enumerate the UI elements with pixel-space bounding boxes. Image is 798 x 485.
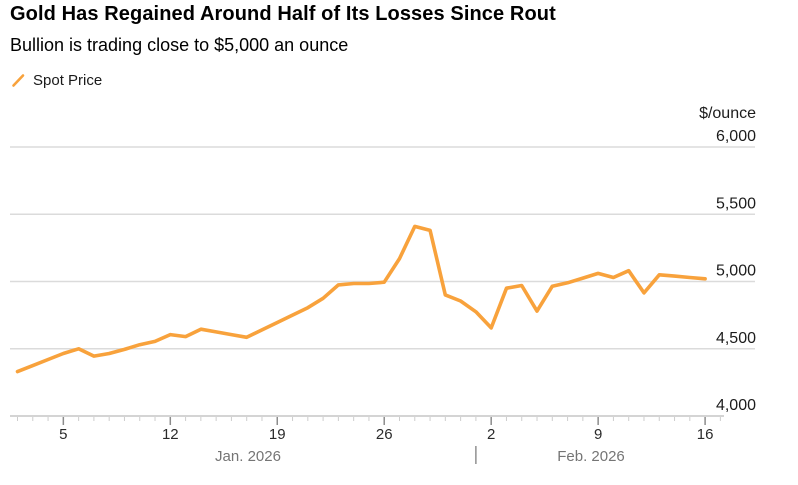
y-axis-tick-label: 4,000 bbox=[716, 397, 756, 414]
spot-price-line bbox=[15, 224, 707, 374]
y-axis-tick-label: 6,000 bbox=[716, 128, 756, 145]
month-label: Jan. 2026 bbox=[215, 448, 281, 465]
legend: Spot Price bbox=[11, 72, 102, 89]
x-axis-tick-label: 9 bbox=[594, 426, 602, 443]
y-axis-tick-label: 5,500 bbox=[716, 195, 756, 212]
x-axis-tick-label: 16 bbox=[697, 426, 714, 443]
x-axis-tick-label: 2 bbox=[487, 426, 495, 443]
x-axis-tick-label: 26 bbox=[376, 426, 393, 443]
orange-slash-icon bbox=[11, 73, 26, 88]
y-axis-unit-label: $/ounce bbox=[699, 105, 756, 122]
y-axis-tick-label: 5,000 bbox=[716, 263, 756, 280]
x-axis-tick-label: 19 bbox=[269, 426, 286, 443]
x-axis-tick-label: 5 bbox=[59, 426, 67, 443]
month-label: Feb. 2026 bbox=[557, 448, 625, 465]
x-axis-tick-label: 12 bbox=[162, 426, 179, 443]
chart-subtitle: Bullion is trading close to $5,000 an ou… bbox=[10, 35, 349, 55]
chart-title: Gold Has Regained Around Half of Its Los… bbox=[10, 3, 556, 25]
y-axis-tick-label: 4,500 bbox=[716, 330, 756, 347]
legend-label: Spot Price bbox=[33, 72, 103, 89]
